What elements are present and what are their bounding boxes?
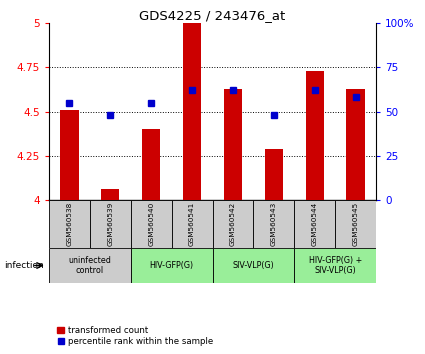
Bar [346, 88, 365, 200]
Text: GSM560543: GSM560543 [271, 202, 277, 246]
Bar [172, 200, 212, 248]
Bar [101, 189, 119, 200]
Text: GSM560540: GSM560540 [148, 202, 154, 246]
Bar [49, 248, 131, 283]
Bar [265, 149, 283, 200]
Text: GSM560541: GSM560541 [189, 202, 195, 246]
Bar [335, 200, 376, 248]
Bar [294, 248, 376, 283]
Legend: transformed count, percentile rank within the sample: transformed count, percentile rank withi… [53, 322, 216, 350]
Bar [253, 200, 294, 248]
Bar [306, 71, 324, 200]
Text: GSM560545: GSM560545 [353, 202, 359, 246]
Text: infection: infection [4, 261, 44, 270]
Text: GSM560542: GSM560542 [230, 202, 236, 246]
Bar [294, 200, 335, 248]
Text: GSM560539: GSM560539 [107, 202, 113, 246]
Bar [49, 200, 90, 248]
Bar [131, 248, 212, 283]
Bar [212, 200, 253, 248]
Text: GSM560544: GSM560544 [312, 202, 318, 246]
Text: GSM560538: GSM560538 [66, 202, 72, 246]
Bar [183, 23, 201, 200]
Bar [224, 88, 242, 200]
Bar [60, 110, 79, 200]
Text: HIV-GFP(G): HIV-GFP(G) [150, 261, 194, 270]
Bar [212, 248, 294, 283]
Title: GDS4225 / 243476_at: GDS4225 / 243476_at [139, 9, 286, 22]
Bar [131, 200, 172, 248]
Text: HIV-GFP(G) +
SIV-VLP(G): HIV-GFP(G) + SIV-VLP(G) [309, 256, 362, 275]
Text: SIV-VLP(G): SIV-VLP(G) [232, 261, 274, 270]
Bar [142, 129, 160, 200]
Bar [90, 200, 131, 248]
Text: uninfected
control: uninfected control [68, 256, 111, 275]
